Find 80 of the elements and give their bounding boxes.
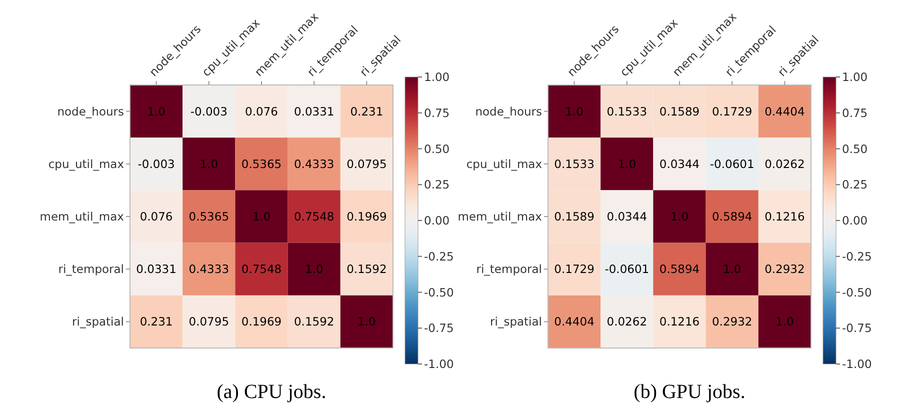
data-label: 0.1729 xyxy=(712,104,752,118)
data-label: 1.0 xyxy=(565,104,584,118)
data-label: 0.0344 xyxy=(606,210,648,224)
data-label: 0.4333 xyxy=(294,156,334,171)
color-bar-label: -0.25 xyxy=(424,249,454,264)
data-label: 1.0 xyxy=(670,210,689,224)
text: (b) GPU jobs. xyxy=(634,381,746,403)
color-bar-label: -1.00 xyxy=(424,357,454,372)
y-tick-label: ri_spatial xyxy=(490,314,542,329)
color-bar-label: 0.00 xyxy=(424,214,450,228)
data-label: -0.0601 xyxy=(604,262,650,276)
data-label: -0.0601 xyxy=(710,156,754,171)
data-label: 1.0 xyxy=(304,262,324,276)
data-label: 0.4404 xyxy=(554,314,594,329)
data-label: 0.5365 xyxy=(188,210,230,224)
color-bar-label: 0.75 xyxy=(842,106,868,120)
color-bar-label: -0.75 xyxy=(424,321,454,336)
y-tick-label: mem_util_max xyxy=(458,210,542,224)
data-label: 0.231 xyxy=(140,314,173,329)
data-label: 0.1592 xyxy=(294,314,334,329)
data-label: 0.1969 xyxy=(346,210,387,224)
data-label: 0.0262 xyxy=(606,314,648,329)
data-label: 1.0 xyxy=(200,156,218,171)
data-label: 1.0 xyxy=(252,210,271,224)
color-bar-label: 1.00 xyxy=(424,70,450,84)
data-label: 0.076 xyxy=(140,210,173,224)
data-label: 0.7548 xyxy=(241,262,282,276)
data-label: 0.1729 xyxy=(554,262,594,276)
data-label: 0.2932 xyxy=(764,262,805,276)
data-label: 0.0331 xyxy=(136,262,176,276)
color-bar-label: -0.50 xyxy=(424,285,454,300)
data-label: 0.1533 xyxy=(554,156,594,171)
text: (a) CPU jobs. xyxy=(216,381,326,403)
data-label: 0.1592 xyxy=(346,262,387,276)
color-bar-label: 0.00 xyxy=(842,214,868,228)
color-bar-label: 1.00 xyxy=(842,70,868,84)
color-bar-label: 0.50 xyxy=(842,142,868,156)
data-label: 0.1216 xyxy=(764,210,805,224)
data-label: 0.0795 xyxy=(188,314,230,329)
data-label: 0.2932 xyxy=(712,314,752,329)
data-label: 1.0 xyxy=(358,314,376,329)
color-bar-label: 0.50 xyxy=(424,142,450,156)
data-label: 1.0 xyxy=(776,314,794,329)
data-label: 0.0331 xyxy=(294,104,334,118)
data-label: 0.0262 xyxy=(764,156,805,171)
data-label: 1.0 xyxy=(722,262,742,276)
y-tick-label: cpu_util_max xyxy=(48,156,124,171)
y-tick-label: mem_util_max xyxy=(40,210,124,224)
y-tick-label: node_hours xyxy=(475,104,542,118)
data-label: 0.7548 xyxy=(294,210,334,224)
data-label: 0.4333 xyxy=(188,262,230,276)
data-label: 0.1589 xyxy=(659,104,700,118)
data-label: 0.076 xyxy=(245,104,278,118)
data-label: 1.0 xyxy=(147,104,166,118)
data-label: 0.5894 xyxy=(659,262,700,276)
color-bar-label: -1.00 xyxy=(842,357,872,372)
y-tick-label: ri_temporal xyxy=(58,262,124,276)
data-label: -0.003 xyxy=(138,156,175,171)
y-tick-label: node_hours xyxy=(57,104,124,118)
color-bar-label: 0.25 xyxy=(424,178,450,192)
data-label: 0.1533 xyxy=(606,104,648,118)
data-label: 0.0795 xyxy=(346,156,387,171)
data-label: 0.1969 xyxy=(241,314,282,329)
data-label: 0.1216 xyxy=(659,314,700,329)
y-tick-label: ri_temporal xyxy=(476,262,542,276)
data-label: 0.0344 xyxy=(659,156,700,171)
data-label: 1.0 xyxy=(618,156,636,171)
color-bar-label: 0.25 xyxy=(842,178,868,192)
data-label: 0.231 xyxy=(350,104,384,118)
data-label: 0.5894 xyxy=(712,210,752,224)
y-tick-label: cpu_util_max xyxy=(466,156,542,171)
color-bar-label: 0.75 xyxy=(424,106,450,120)
color-bar-label: -0.50 xyxy=(842,285,872,300)
data-label: 0.4404 xyxy=(764,104,805,118)
color-bar-label: -0.75 xyxy=(842,321,872,336)
data-label: 0.5365 xyxy=(241,156,282,171)
color-bar-label: -0.25 xyxy=(842,249,872,264)
data-label: 0.1589 xyxy=(554,210,594,224)
data-label: -0.003 xyxy=(190,104,228,118)
y-tick-label: ri_spatial xyxy=(72,314,124,329)
